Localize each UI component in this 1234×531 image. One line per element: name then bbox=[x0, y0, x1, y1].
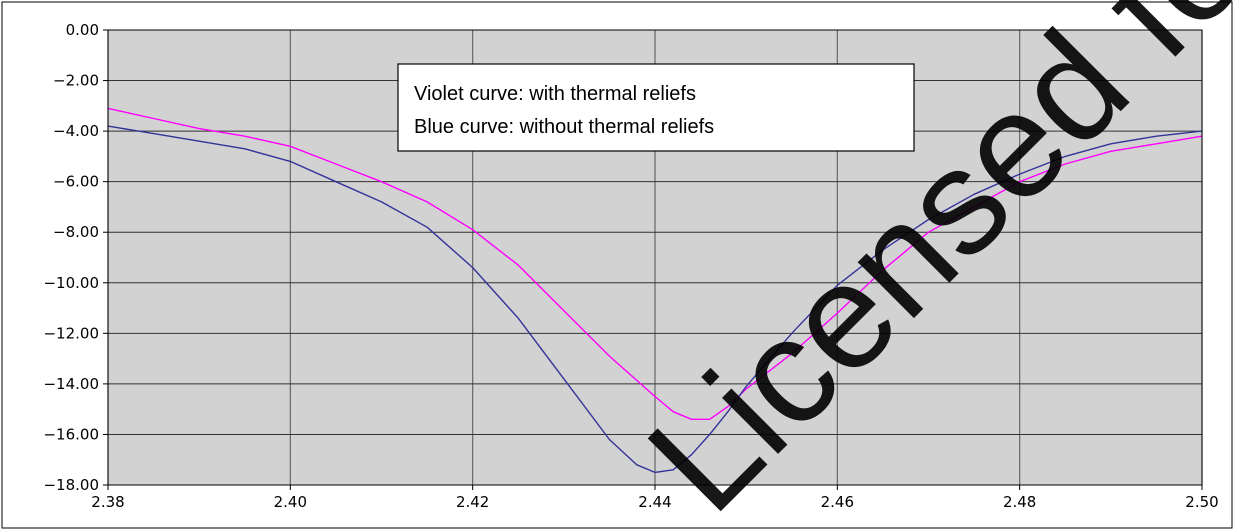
x-tick-label: 2.38 bbox=[91, 493, 124, 511]
y-tick-label: −2.00 bbox=[53, 72, 99, 90]
x-tick-label: 2.44 bbox=[638, 493, 671, 511]
series-layer bbox=[107, 107, 1203, 474]
y-tick-label: 0.00 bbox=[66, 21, 99, 39]
annotation-line-blue: Blue curve: without thermal reliefs bbox=[414, 116, 714, 138]
x-tick-label: 2.40 bbox=[274, 493, 307, 511]
y-tick-label: −18.00 bbox=[43, 476, 99, 494]
y-tick-label: −12.00 bbox=[43, 324, 99, 342]
y-tick-label: −16.00 bbox=[43, 425, 99, 443]
x-tick-label: 2.46 bbox=[821, 493, 854, 511]
x-tick-label: 2.48 bbox=[1003, 493, 1036, 511]
y-tick-label: −4.00 bbox=[53, 122, 99, 140]
annotation-line-violet: Violet curve: with thermal reliefs bbox=[414, 83, 696, 105]
annotation-box: Violet curve: with thermal reliefs Blue … bbox=[397, 63, 915, 152]
x-tick-label: 2.42 bbox=[456, 493, 489, 511]
y-tick-label: −8.00 bbox=[53, 223, 99, 241]
series-line-blue bbox=[107, 125, 1203, 474]
series-line-violet bbox=[107, 107, 1203, 420]
x-tick-label: 2.50 bbox=[1185, 493, 1218, 511]
y-axis-ticks: 0.00 −2.00 −4.00 −6.00 −8.00 −10.00 −12.00 −14.… bbox=[43, 21, 108, 494]
x-axis-ticks: 2.38 2.40 2.42 2.44 2.46 2.48 2.50 bbox=[91, 485, 1219, 511]
y-tick-label: −6.00 bbox=[53, 173, 99, 191]
y-tick-label: −10.00 bbox=[43, 274, 99, 292]
y-tick-label: −14.00 bbox=[43, 375, 99, 393]
